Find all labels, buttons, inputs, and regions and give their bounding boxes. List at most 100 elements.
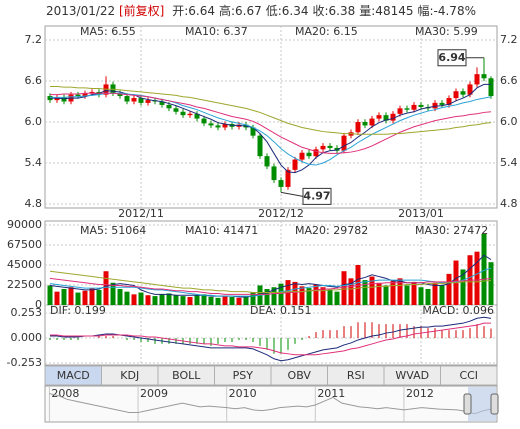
candle-body bbox=[341, 135, 347, 151]
overview-frame bbox=[44, 385, 498, 423]
ma-line bbox=[50, 83, 491, 174]
candle-body bbox=[173, 108, 179, 112]
annotation-label: 6.94 bbox=[438, 51, 465, 64]
volume-bar bbox=[481, 233, 487, 305]
volume-ma-line bbox=[49, 254, 492, 298]
indicator-tab-label[interactable]: WVAD bbox=[395, 369, 429, 382]
volume-bar bbox=[173, 295, 179, 305]
volume-bar bbox=[61, 289, 67, 305]
indicator-tab-label[interactable]: CCI bbox=[459, 369, 478, 382]
candle-body bbox=[306, 152, 312, 157]
volume-bar bbox=[208, 297, 214, 305]
legend-entry: DIF: 0.199 bbox=[50, 304, 106, 317]
volume-bar bbox=[96, 289, 102, 305]
volume-bar bbox=[404, 285, 410, 305]
legend-entry: MA20: 6.15 bbox=[295, 25, 358, 38]
overview-line bbox=[49, 393, 493, 415]
volume-bar bbox=[124, 291, 130, 305]
candle-body bbox=[194, 113, 200, 119]
candle-body bbox=[299, 152, 305, 160]
candle-body bbox=[432, 102, 438, 109]
volume-bar bbox=[271, 287, 277, 305]
candle-body bbox=[187, 113, 193, 116]
candle-body bbox=[418, 104, 424, 107]
indicator-tab-label[interactable]: KDJ bbox=[120, 369, 139, 382]
candle-body bbox=[397, 108, 403, 114]
candle-body bbox=[145, 100, 151, 103]
volume-bar bbox=[187, 297, 193, 305]
indicator-tab-label[interactable]: PSY bbox=[233, 369, 254, 382]
volume-bar bbox=[292, 281, 298, 305]
candle-body bbox=[61, 97, 67, 102]
volume-bar bbox=[439, 285, 445, 305]
candle-body bbox=[313, 149, 319, 157]
legend-entry: MA5: 6.55 bbox=[80, 25, 136, 38]
volume-bar bbox=[390, 281, 396, 305]
overview-handle[interactable] bbox=[490, 393, 499, 415]
candle-body bbox=[474, 74, 480, 85]
overview-year: 2009 bbox=[140, 387, 168, 400]
candle-body bbox=[250, 127, 256, 136]
volume-bar bbox=[222, 296, 228, 305]
y-tick-label: -0.253 bbox=[7, 356, 42, 369]
y-tick-label: 5.4 bbox=[500, 156, 518, 169]
overview-year: 2010 bbox=[229, 387, 257, 400]
candle-body bbox=[222, 124, 228, 128]
indicator-tab-label[interactable]: OBV bbox=[288, 369, 312, 382]
candle-body bbox=[75, 94, 81, 97]
volume-bar bbox=[383, 285, 389, 305]
candle-body bbox=[278, 180, 284, 187]
candle-body bbox=[376, 115, 382, 119]
indicator-tab-label[interactable]: BOLL bbox=[172, 369, 201, 382]
indicator-tab[interactable] bbox=[440, 365, 498, 386]
annotation-box bbox=[437, 49, 467, 67]
y-tick-label: 4.8 bbox=[25, 197, 43, 210]
candle-body bbox=[439, 102, 445, 105]
volume-bar bbox=[299, 286, 305, 305]
candle-body bbox=[264, 156, 270, 167]
volume-ma-line bbox=[49, 270, 492, 294]
candle-body bbox=[215, 125, 221, 128]
volume-bar bbox=[117, 289, 123, 305]
header-adjust: [前复权] bbox=[119, 3, 164, 18]
volume-bar bbox=[341, 271, 347, 305]
volume-bar bbox=[54, 291, 60, 305]
legend-entry: MA20: 29782 bbox=[295, 224, 368, 237]
y-tick-label: 6.0 bbox=[25, 115, 43, 128]
overview-year: 2011 bbox=[317, 387, 345, 400]
volume-bar bbox=[152, 296, 158, 305]
candle-body bbox=[334, 147, 340, 151]
volume-bar bbox=[488, 262, 494, 305]
volume-bar bbox=[47, 285, 53, 305]
candle-body bbox=[138, 98, 144, 103]
indicator-tab-label[interactable]: RSI bbox=[347, 369, 365, 382]
candle-body bbox=[411, 104, 417, 110]
volume-bar bbox=[131, 294, 137, 305]
header: 2013/01/22 [前复权] 开:6.64 高:6.67 低:6.34 收:6.3… bbox=[46, 3, 476, 18]
candle-body bbox=[131, 98, 137, 102]
candle-body bbox=[285, 169, 291, 187]
overview-handle[interactable] bbox=[463, 393, 472, 415]
header-field: 幅:-4.78% bbox=[417, 3, 476, 18]
y-tick-label: 0.253 bbox=[11, 306, 43, 319]
volume-bar bbox=[313, 284, 319, 305]
overview-year: 2012 bbox=[406, 387, 434, 400]
candle-body bbox=[117, 93, 123, 97]
header-field: 开:6.64 bbox=[172, 4, 215, 18]
candle-body bbox=[453, 91, 459, 99]
volume-bar bbox=[397, 278, 403, 305]
volume-bar bbox=[110, 282, 116, 305]
x-tick-label: 2012/12 bbox=[258, 207, 304, 220]
y-tick-label: 90000 bbox=[7, 218, 42, 231]
volume-bar bbox=[166, 293, 172, 305]
volume-bar bbox=[89, 288, 95, 305]
volume-bar bbox=[278, 283, 284, 305]
ma-line bbox=[50, 92, 492, 154]
volume-bar bbox=[159, 294, 165, 305]
indicator-tab-label[interactable]: MACD bbox=[57, 369, 90, 382]
volume-bar bbox=[369, 276, 375, 305]
volume-bar bbox=[327, 289, 333, 305]
candle-body bbox=[180, 111, 186, 116]
ma-line bbox=[50, 92, 492, 166]
